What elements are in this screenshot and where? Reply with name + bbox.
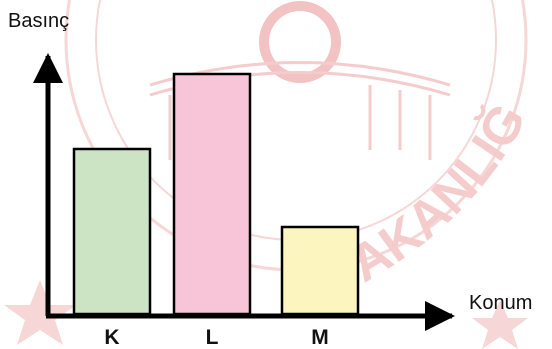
bar-l	[172, 72, 252, 316]
star-icon	[472, 300, 528, 349]
star-icon	[4, 280, 76, 345]
category-label-m: M	[311, 326, 329, 349]
x-axis-title: Konum	[469, 292, 532, 314]
bars-group	[72, 72, 360, 316]
bar-m	[280, 225, 360, 316]
category-labels: K L M	[104, 326, 328, 349]
category-label-k: K	[104, 326, 119, 349]
bar-k	[72, 147, 152, 316]
crescent-star-icon	[259, 1, 341, 83]
category-label-l: L	[206, 326, 219, 349]
y-axis-title: Basınç	[8, 10, 69, 32]
